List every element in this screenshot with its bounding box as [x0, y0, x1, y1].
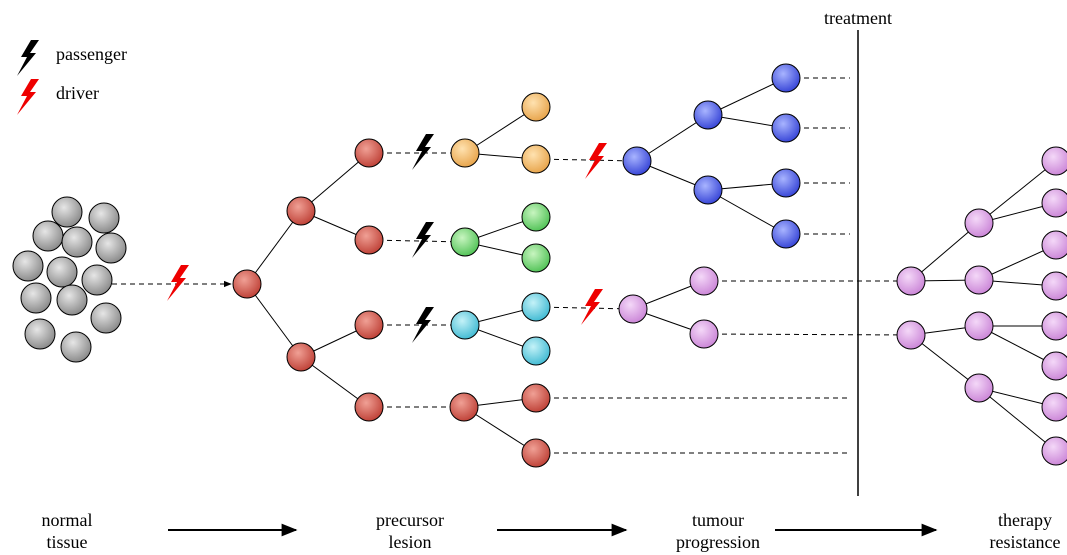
edge	[979, 161, 1056, 223]
cell	[355, 311, 383, 339]
cell	[287, 343, 315, 371]
treatment-label: treatment	[824, 8, 892, 28]
normal-cell	[61, 332, 91, 362]
cell	[690, 320, 718, 348]
cell	[897, 267, 925, 295]
cell	[1042, 147, 1067, 175]
normal-cell	[21, 283, 51, 313]
legend-driver: driver	[56, 83, 99, 103]
cell	[772, 220, 800, 248]
cell	[1042, 231, 1067, 259]
passenger-bolt	[412, 134, 434, 170]
normal-cell	[57, 285, 87, 315]
cell	[451, 228, 479, 256]
stage-label: lesion	[389, 532, 432, 552]
dashed-edge	[536, 159, 637, 161]
driver-bolt	[167, 265, 189, 301]
diagram: passenger driver treatment normaltissue p…	[0, 0, 1067, 555]
cell	[287, 197, 315, 225]
cell	[772, 114, 800, 142]
cell	[522, 244, 550, 272]
stage-label: tumour	[692, 510, 744, 530]
cell	[522, 439, 550, 467]
normal-cell	[96, 233, 126, 263]
driver-bolt	[17, 79, 39, 115]
cell	[690, 267, 718, 295]
stage-label: precursor	[376, 510, 444, 530]
stage-label: resistance	[990, 532, 1061, 552]
passenger-bolt	[412, 222, 434, 258]
stage-label: tissue	[46, 532, 87, 552]
cell	[897, 321, 925, 349]
normal-cell	[25, 319, 55, 349]
stage-label: therapy	[998, 510, 1052, 530]
cell	[522, 384, 550, 412]
normal-cell	[91, 303, 121, 333]
cell	[694, 176, 722, 204]
normal-cell	[89, 203, 119, 233]
normal-cell	[13, 251, 43, 281]
cell	[522, 145, 550, 173]
cell	[451, 139, 479, 167]
cell	[522, 203, 550, 231]
cell	[233, 270, 261, 298]
normal-cell	[62, 227, 92, 257]
dashed-edge	[704, 334, 911, 335]
passenger-bolt	[17, 40, 39, 76]
cell	[522, 93, 550, 121]
cell	[1042, 189, 1067, 217]
cell	[619, 295, 647, 323]
driver-bolt	[581, 289, 603, 325]
cell	[965, 374, 993, 402]
cell	[965, 209, 993, 237]
cell	[355, 393, 383, 421]
cell	[355, 226, 383, 254]
normal-cell	[52, 197, 82, 227]
stage-label: progression	[676, 532, 760, 552]
normal-cell	[82, 265, 112, 295]
cell	[1042, 437, 1067, 465]
cell	[623, 147, 651, 175]
cell	[772, 169, 800, 197]
cell	[1042, 272, 1067, 300]
normal-cell	[33, 221, 63, 251]
cell	[1042, 352, 1067, 380]
cell	[450, 393, 478, 421]
cell	[694, 101, 722, 129]
dashed-edge	[536, 307, 633, 309]
cell	[522, 293, 550, 321]
cell	[522, 337, 550, 365]
cell	[451, 311, 479, 339]
legend-passenger: passenger	[56, 44, 127, 64]
cell	[965, 312, 993, 340]
driver-bolt	[585, 143, 607, 179]
cell	[965, 266, 993, 294]
cell	[1042, 393, 1067, 421]
normal-cell	[47, 257, 77, 287]
cell	[355, 139, 383, 167]
cell	[772, 64, 800, 92]
cell	[1042, 312, 1067, 340]
stage-label: normal	[42, 510, 93, 530]
